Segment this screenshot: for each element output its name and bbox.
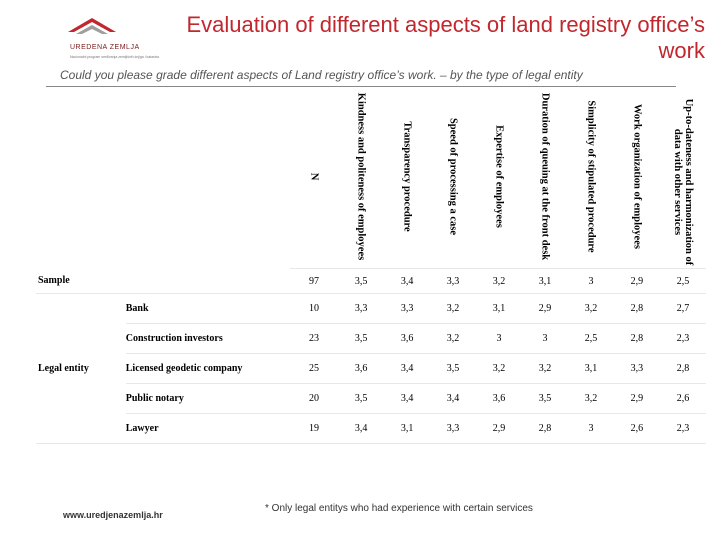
sample-label: Sample	[36, 268, 290, 294]
column-header: Transparency procedure	[384, 98, 431, 269]
table-cell: 3,2	[567, 383, 614, 414]
table-cell: 2,8	[613, 293, 660, 324]
table-cell: 2,3	[659, 323, 706, 354]
table-cell: 2,8	[659, 353, 706, 384]
table-cell: 3	[476, 323, 522, 354]
table-cell: 19	[289, 413, 339, 444]
table-cell: 3,1	[567, 353, 614, 384]
column-header: Simplicity of stipulated procedure	[567, 98, 614, 269]
table-cell: 3,6	[384, 323, 431, 354]
table-cell: 3,5	[338, 268, 385, 294]
table-cell: 2,9	[522, 293, 568, 324]
table-cell: 10	[289, 293, 339, 324]
table-cell: 2,3	[659, 413, 706, 444]
table-cell: 3,3	[430, 413, 477, 444]
table-cell: 3,4	[384, 383, 431, 414]
column-header: Work organization of employees	[613, 98, 660, 269]
column-header: Up-to-dateness and harmonization of data…	[659, 98, 706, 269]
table-row: Lawyer 19 3,4 3,1 3,3 2,9 2,8 3 2,6 2,3	[36, 413, 706, 444]
column-header-label: Expertise of employees	[493, 125, 505, 228]
table-cell: 3	[567, 268, 614, 294]
table-cell: 3,3	[384, 293, 431, 324]
column-header-label: Transparency procedure	[401, 121, 413, 232]
column-header-label: Duration of queuing at the front desk	[539, 92, 551, 261]
footnote: * Only legal entitys who had experience …	[265, 503, 533, 514]
table-cell: 3,5	[338, 323, 385, 354]
column-header-label: N	[308, 172, 320, 181]
table-cell: 3,2	[567, 293, 614, 324]
table-cell: 97	[289, 268, 339, 294]
column-header: Kindness and politeness of employees	[338, 93, 385, 269]
logo-tagline: Nacionalni program sređivanja zemljišnih…	[70, 55, 159, 59]
table-cell: 2,6	[659, 383, 706, 414]
row-label: Lawyer	[125, 413, 290, 444]
footer-url: www.uredjenazemlja.hr	[63, 510, 163, 520]
table-cell: 2,9	[476, 413, 522, 444]
table-cell: 3,1	[476, 293, 522, 324]
row-label: Bank	[125, 293, 290, 324]
table-cell: 3	[522, 323, 568, 354]
table-cell: 2,6	[613, 413, 660, 444]
table-cell: 3,2	[430, 293, 477, 324]
divider	[46, 86, 676, 87]
table-cell: 3,3	[430, 268, 477, 294]
logo-mark-icon	[68, 18, 116, 34]
page-title: Evaluation of different aspects of land …	[186, 12, 705, 63]
group-label: Legal entity	[36, 293, 126, 444]
table-cell: 3	[567, 413, 614, 444]
table-row: Licensed geodetic company 25 3,6 3,4 3,5…	[36, 353, 706, 384]
table-cell: 3,3	[338, 293, 385, 324]
column-header: Expertise of employees	[476, 98, 522, 269]
table-cell: 3,5	[522, 383, 568, 414]
table-row: Public notary 20 3,5 3,4 3,4 3,6 3,5 3,2…	[36, 383, 706, 414]
table-row: Construction investors 23 3,5 3,6 3,2 3 …	[36, 323, 706, 354]
table-cell: 2,5	[659, 268, 706, 294]
table-cell: 2,9	[613, 383, 660, 414]
table-cell: 3,4	[384, 353, 431, 384]
column-header-label: Work organization of employees	[631, 104, 643, 249]
table-cell: 2,7	[659, 293, 706, 324]
column-header: Speed of processing a case	[430, 98, 477, 269]
page-subtitle: Could you please grade different aspects…	[60, 68, 583, 82]
column-header-label: Kindness and politeness of employees	[355, 92, 367, 261]
column-header-label: Simplicity of stipulated procedure	[585, 100, 597, 253]
row-label: Licensed geodetic company	[125, 353, 290, 384]
table-cell: 3,2	[476, 268, 522, 294]
table-cell: 23	[289, 323, 339, 354]
header-row: N Kindness and politeness of employees T…	[36, 93, 706, 269]
table-cell: 3,5	[338, 383, 385, 414]
column-header: N	[289, 98, 339, 269]
column-header: Duration of queuing at the front desk	[522, 93, 568, 269]
table-cell: 3,3	[613, 353, 660, 384]
table-cell: 20	[289, 383, 339, 414]
row-label: Construction investors	[125, 323, 290, 354]
table-cell: 25	[289, 353, 339, 384]
logo-name: UREDENA ZEMLJA	[70, 44, 140, 51]
table-cell: 3,2	[430, 323, 477, 354]
table-row: Legal entity Bank 10 3,3 3,3 3,2 3,1 2,9…	[36, 293, 706, 444]
table-cell: 3,6	[476, 383, 522, 414]
column-header-label: Speed of processing a case	[447, 117, 459, 236]
table-cell: 3,2	[522, 353, 568, 384]
table-cell: 3,4	[430, 383, 477, 414]
table-cell: 2,5	[567, 323, 614, 354]
table-cell: 3,1	[522, 268, 568, 294]
results-table: N Kindness and politeness of employees T…	[36, 93, 706, 444]
table-cell: 2,8	[522, 413, 568, 444]
uredena-zemlja-logo: UREDENA ZEMLJA Nacionalni program sređiv…	[62, 14, 192, 66]
table-cell: 3,5	[430, 353, 477, 384]
table-cell: 2,8	[613, 323, 660, 354]
row-label: Public notary	[125, 383, 290, 414]
table-cell: 2,9	[613, 268, 660, 294]
sample-row: Sample 97 3,5 3,4 3,3 3,2 3,1 3 2,9 2,5	[36, 268, 706, 294]
table-cell: 3,1	[384, 413, 431, 444]
column-header-label: Up-to-dateness and harmonization of data…	[671, 98, 694, 266]
table-cell: 3,4	[338, 413, 385, 444]
table-cell: 3,6	[338, 353, 385, 384]
table-cell: 3,2	[476, 353, 522, 384]
table-cell: 3,4	[384, 268, 431, 294]
